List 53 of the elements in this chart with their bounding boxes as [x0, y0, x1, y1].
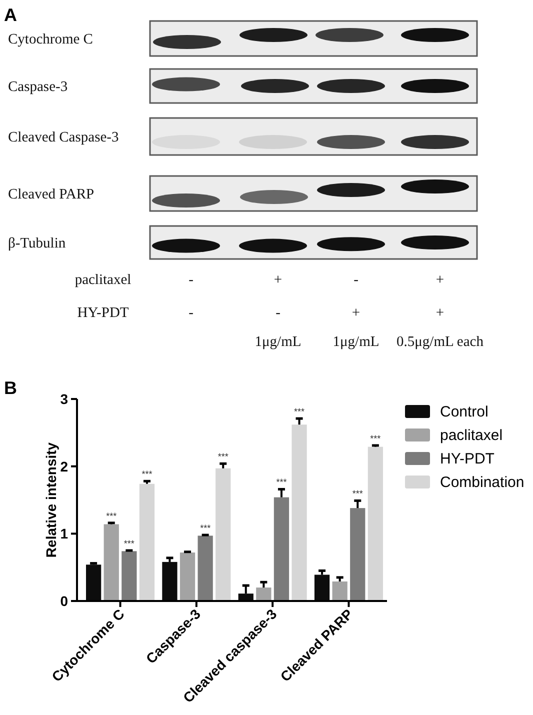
legend-label: paclitaxel — [440, 427, 503, 444]
data-label: *** — [352, 488, 364, 499]
bar — [198, 536, 213, 601]
data-label: *** — [200, 523, 212, 534]
text: Cytochrome C — [8, 32, 93, 48]
bar — [314, 574, 330, 601]
text: + — [436, 272, 444, 288]
data-label: *** — [142, 469, 153, 480]
data-label: *** — [124, 538, 135, 548]
bar — [86, 564, 102, 601]
text: - — [188, 272, 194, 288]
data-label: *** — [276, 477, 288, 488]
text: - — [276, 305, 281, 321]
text: Cleaved PARP — [8, 186, 94, 202]
bar — [180, 552, 196, 601]
data-label: *** — [294, 406, 306, 417]
bar — [350, 508, 366, 601]
bar — [256, 588, 272, 601]
bar — [216, 468, 231, 601]
text: 1μg/mL — [332, 334, 380, 350]
bar — [274, 497, 290, 601]
text: 1μg/mL — [254, 334, 302, 350]
data-label: *** — [370, 433, 382, 444]
text: - — [354, 272, 359, 288]
text: + — [352, 305, 360, 321]
text: β-Tubulin — [8, 236, 66, 252]
bar — [368, 446, 383, 601]
text: + — [436, 305, 444, 321]
legend-label: HY-PDT — [440, 450, 494, 468]
legend-label: Control — [440, 404, 488, 420]
bar — [292, 424, 307, 601]
text: 0.5μg/mL each — [396, 334, 484, 350]
chart-title: B — [4, 378, 17, 398]
bar — [104, 524, 119, 601]
text: Caspase-3 — [8, 79, 68, 95]
text: A — [4, 5, 17, 25]
text: - — [188, 305, 194, 321]
bar — [122, 551, 137, 601]
bar — [162, 562, 178, 601]
text: Cleaved Caspase-3 — [8, 130, 119, 146]
y-tick-label: 2 — [60, 458, 68, 474]
y-tick-label: 0 — [60, 593, 68, 609]
y-tick-label: 3 — [60, 391, 68, 407]
text: + — [274, 272, 282, 288]
bar — [139, 484, 155, 601]
text: paclitaxel — [74, 272, 132, 288]
y-axis-title: Relative intensity — [43, 442, 59, 558]
bar — [332, 581, 348, 601]
data-label: *** — [218, 452, 229, 462]
text: HY-PDT — [77, 305, 129, 321]
y-tick-label: 1 — [60, 526, 68, 542]
legend-label: Combination — [440, 474, 524, 491]
data-label: *** — [106, 510, 118, 521]
